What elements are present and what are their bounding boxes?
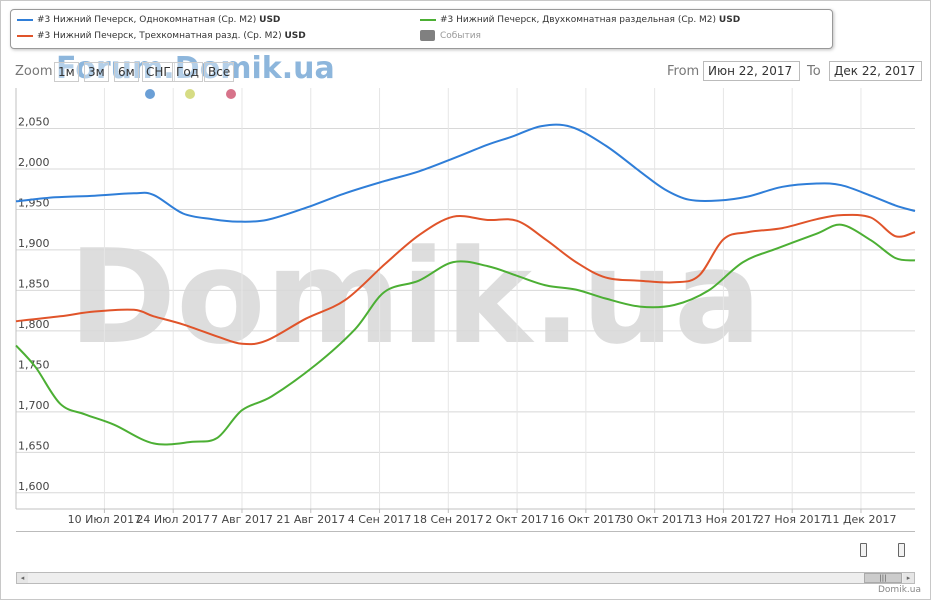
x-tick-label: 24 Июл 2017 — [136, 513, 210, 526]
legend-unit: USD — [259, 15, 281, 25]
legend-item-one-room[interactable]: #3 Нижний Печерск, Однокомнатная (Ср. М2… — [17, 14, 280, 27]
scrollbar-thumb[interactable]: ||| — [864, 573, 902, 583]
navigator-left-handle[interactable] — [860, 543, 867, 557]
to-label: To — [807, 64, 821, 79]
legend-label: События — [440, 31, 481, 41]
x-tick-label: 7 Авг 2017 — [211, 513, 273, 526]
x-tick-label: 13 Ноя 2017 — [688, 513, 759, 526]
y-tick-label: 1,900 — [18, 237, 50, 250]
legend-box-icon — [420, 30, 435, 41]
scrollbar[interactable]: ◂ ||| ▸ — [16, 572, 915, 584]
legend-unit: USD — [284, 31, 306, 41]
zoom-label: Zoom — [15, 64, 53, 79]
from-label: From — [667, 64, 700, 79]
y-gridlines — [16, 127, 915, 494]
forum-watermark: Forum.Domik.ua — [56, 51, 335, 86]
navigator[interactable] — [16, 531, 915, 574]
x-tick-label: 27 Ноя 2017 — [757, 513, 828, 526]
y-tick-label: 1,700 — [18, 399, 50, 412]
series-line-2[interactable] — [15, 223, 916, 446]
x-tick-label: 2 Окт 2017 — [485, 513, 549, 526]
legend-item-events[interactable]: События — [420, 30, 481, 43]
series-lines — [15, 123, 916, 446]
y-tick-label: 1,650 — [18, 439, 50, 452]
legend-label: #3 Нижний Печерск, Трехкомнатная разд. (… — [37, 31, 282, 41]
zoom-button-all[interactable]: Все — [204, 62, 235, 82]
credit-text[interactable]: Domik.ua — [878, 585, 921, 595]
legend: #3 Нижний Печерск, Однокомнатная (Ср. М2… — [10, 9, 833, 49]
x-tick-label: 21 Авг 2017 — [276, 513, 345, 526]
x-tick-label: 4 Сен 2017 — [348, 513, 412, 526]
x-tick-label: 30 Окт 2017 — [619, 513, 690, 526]
from-date-input[interactable]: Июн 22, 2017 — [703, 61, 800, 81]
to-date-input[interactable]: Дек 22, 2017 — [829, 61, 922, 81]
x-tick-label: 18 Сен 2017 — [413, 513, 484, 526]
y-tick-label: 1,850 — [18, 277, 50, 290]
y-tick-label: 1,600 — [18, 480, 50, 493]
legend-item-two-room[interactable]: #3 Нижний Печерск, Двухкомнатная раздель… — [420, 14, 740, 27]
zoom-button-ytd[interactable]: СНГ — [142, 62, 175, 82]
legend-unit: USD — [718, 15, 741, 25]
scroll-left-arrow[interactable]: ◂ — [17, 573, 28, 583]
zoom-button-1m[interactable]: 1м — [54, 62, 79, 82]
event-marker[interactable] — [226, 89, 236, 99]
x-tick-label: 10 Июл 2017 — [68, 513, 142, 526]
series-line-3[interactable] — [15, 213, 916, 346]
domik-watermark: Domik.ua — [68, 221, 761, 373]
legend-line-icon — [420, 18, 436, 21]
zoom-button-3m[interactable]: 3м — [84, 62, 109, 82]
y-axis-labels: 1,6001,6501,7001,7501,8001,8501,9001,950… — [18, 115, 50, 492]
series-line-1[interactable] — [15, 123, 916, 223]
legend-item-three-room[interactable]: #3 Нижний Печерск, Трехкомнатная разд. (… — [17, 30, 306, 43]
zoom-button-6m[interactable]: 6м — [114, 62, 139, 82]
legend-label: #3 Нижний Печерск, Однокомнатная (Ср. М2… — [37, 15, 257, 25]
legend-label: #3 Нижний Печерск, Двухкомнатная раздель… — [440, 15, 717, 25]
x-tick-label: 16 Окт 2017 — [551, 513, 622, 526]
event-marker[interactable] — [185, 89, 195, 99]
scroll-right-arrow[interactable]: ▸ — [903, 573, 914, 583]
navigator-right-handle[interactable] — [898, 543, 905, 557]
y-tick-label: 2,000 — [18, 156, 50, 169]
y-tick-label: 2,050 — [18, 115, 50, 128]
x-tick-label: 11 Дек 2017 — [825, 513, 896, 526]
event-marker[interactable] — [145, 89, 155, 99]
legend-line-icon — [17, 18, 33, 21]
legend-line-icon — [17, 34, 33, 37]
zoom-button-year[interactable]: Год — [172, 62, 203, 82]
x-gridlines — [103, 88, 862, 513]
